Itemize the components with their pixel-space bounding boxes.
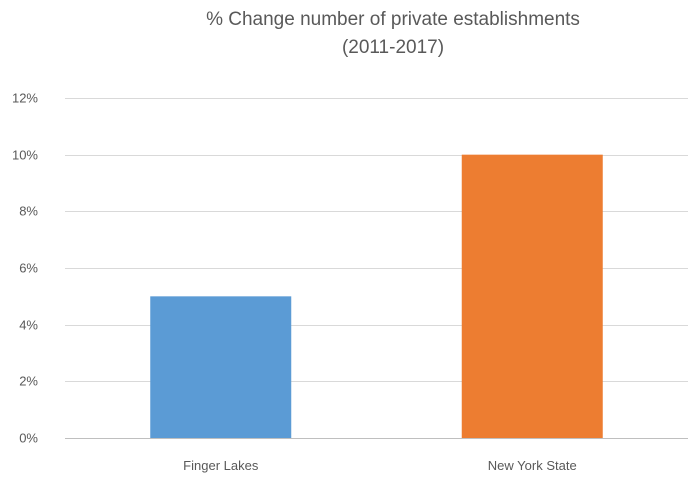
y-tick-label: 4% bbox=[19, 318, 38, 333]
chart-title: % Change number of private establishment… bbox=[0, 6, 688, 62]
y-tick-label: 0% bbox=[19, 431, 38, 446]
y-tick-label: 8% bbox=[19, 204, 38, 219]
y-tick-label: 6% bbox=[19, 261, 38, 276]
x-category-label: New York State bbox=[488, 458, 577, 473]
bars bbox=[150, 154, 603, 438]
y-tick-label: 10% bbox=[12, 148, 38, 163]
bar-new-york-state bbox=[461, 154, 603, 438]
y-axis-tick-labels: 0% 2% 4% 6% 8% 10% 12% bbox=[12, 91, 38, 446]
y-tick-label: 2% bbox=[19, 374, 38, 389]
y-tick-label: 12% bbox=[12, 91, 38, 106]
chart-title-line-1: % Change number of private establishment… bbox=[206, 9, 580, 30]
x-axis-category-labels: Finger Lakes New York State bbox=[183, 458, 577, 473]
chart-title-line-2: (2011-2017) bbox=[341, 37, 445, 58]
bar-finger-lakes bbox=[150, 296, 292, 438]
x-category-label: Finger Lakes bbox=[183, 458, 259, 473]
